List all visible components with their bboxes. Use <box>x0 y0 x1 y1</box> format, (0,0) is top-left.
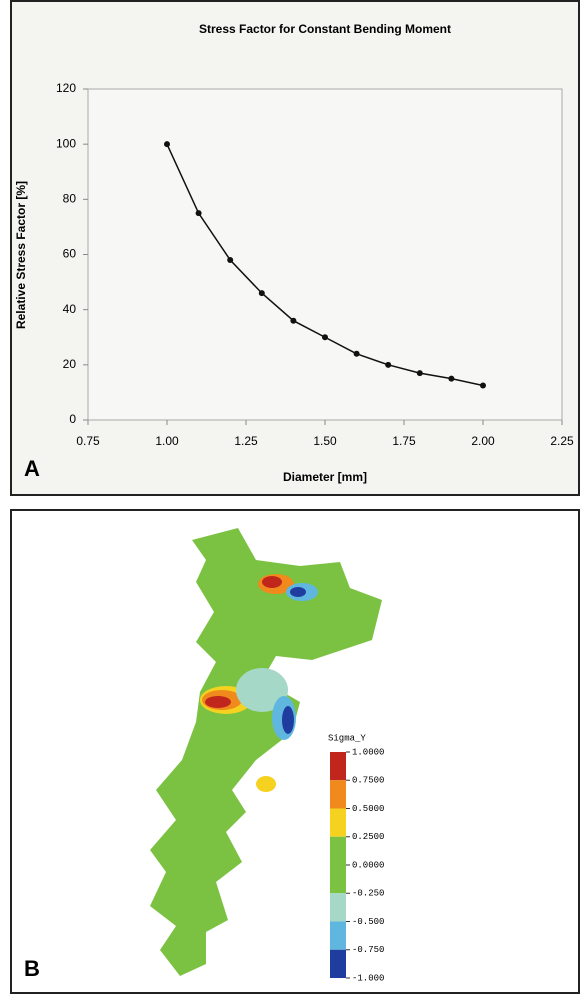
colorbar-label: 1.0000 <box>352 747 384 757</box>
x-tick-label: 2.00 <box>471 434 495 448</box>
x-tick-label: 1.50 <box>313 434 337 448</box>
x-tick-label: 1.00 <box>155 434 179 448</box>
point <box>164 141 170 147</box>
page: Stress Factor for Constant Bending Momen… <box>0 0 580 999</box>
point <box>290 318 296 324</box>
colorbar-label: 0.2500 <box>352 832 384 842</box>
colorbar-segment <box>330 865 346 893</box>
stress-area <box>205 696 231 708</box>
colorbar-segment <box>330 780 346 808</box>
stress-area <box>256 776 276 792</box>
colorbar-label: 0.7500 <box>352 776 384 786</box>
colorbar-segment <box>330 922 346 950</box>
stress-area <box>290 587 306 597</box>
y-tick-label: 120 <box>56 81 76 95</box>
colorbar-segment <box>330 950 346 978</box>
chart-title: Stress Factor for Constant Bending Momen… <box>199 22 451 36</box>
point <box>354 351 360 357</box>
x-tick-label: 2.25 <box>550 434 574 448</box>
x-tick-label: 1.75 <box>392 434 416 448</box>
point <box>480 383 486 389</box>
figure: Stress Factor for Constant Bending Momen… <box>0 0 580 994</box>
panel-label: B <box>24 956 40 981</box>
point <box>448 376 454 382</box>
y-tick-label: 100 <box>56 136 76 150</box>
y-tick-label: 20 <box>63 357 77 371</box>
colorbar-segment <box>330 809 346 837</box>
point <box>417 370 423 376</box>
plot-area <box>88 89 562 420</box>
y-tick-label: 0 <box>69 412 76 426</box>
y-axis-title: Relative Stress Factor [%] <box>14 181 28 329</box>
colorbar-label: -1.000 <box>352 973 384 983</box>
y-tick-label: 80 <box>63 192 77 206</box>
colorbar-title: Sigma_Y <box>328 733 366 743</box>
x-tick-label: 1.25 <box>234 434 258 448</box>
stress-area <box>282 706 294 734</box>
colorbar-label: 0.0000 <box>352 860 384 870</box>
point <box>259 290 265 296</box>
colorbar-label: 0.5000 <box>352 804 384 814</box>
y-tick-label: 60 <box>63 247 77 261</box>
stress-area <box>262 576 282 588</box>
y-tick-label: 40 <box>63 302 77 316</box>
colorbar-segment <box>330 837 346 865</box>
colorbar-segment <box>330 893 346 921</box>
point <box>385 362 391 368</box>
panel-label: A <box>24 456 40 481</box>
x-axis-title: Diameter [mm] <box>283 470 367 484</box>
point <box>322 334 328 340</box>
x-tick-label: 0.75 <box>76 434 100 448</box>
point <box>196 210 202 216</box>
colorbar-segment <box>330 752 346 780</box>
colorbar-label: -0.500 <box>352 917 384 927</box>
point <box>227 257 233 263</box>
colorbar-label: -0.750 <box>352 945 384 955</box>
colorbar-label: -0.250 <box>352 889 384 899</box>
